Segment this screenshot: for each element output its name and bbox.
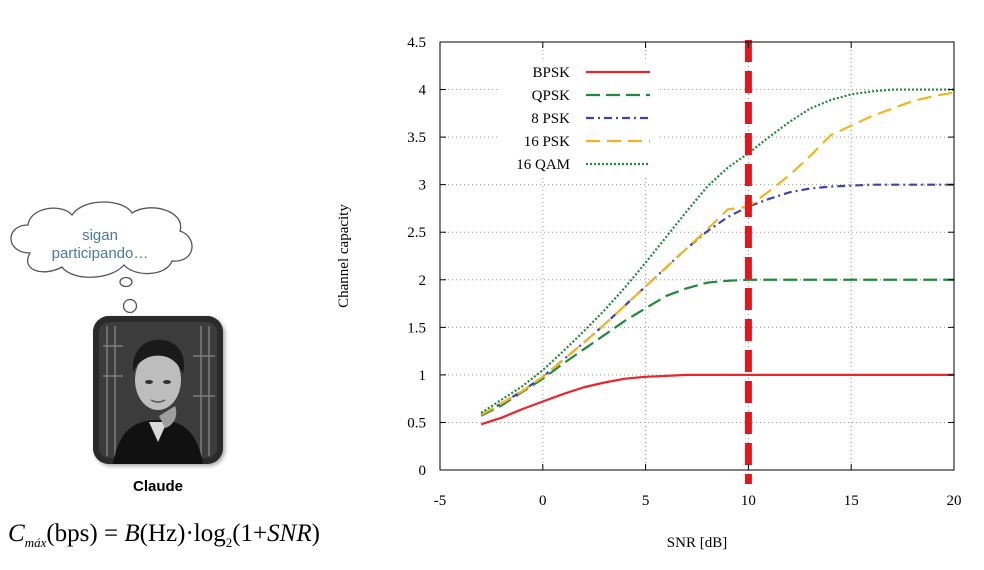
y-tick-label: 3 [419, 178, 427, 194]
y-tick-label: 0 [419, 463, 427, 479]
plot-frame [439, 41, 955, 471]
portrait-illustration [93, 316, 223, 464]
legend-label-16-qam: 16 QAM [516, 157, 570, 173]
series-line-16-psk [480, 91, 955, 416]
y-axis-label: Channel capacity [336, 204, 352, 308]
chart-series [480, 88, 955, 426]
formula-log-base: 2 [225, 535, 233, 550]
legend-label-16-psk: 16 PSK [524, 134, 570, 150]
y-tick-label: 2 [419, 273, 427, 289]
photo-caption: Claude [132, 478, 183, 495]
y-tick-label: 0.5 [407, 415, 426, 431]
formula-equals: = [97, 520, 125, 547]
formula-log: log [193, 520, 226, 547]
x-tick-label: -5 [434, 493, 447, 509]
formula-c: C [8, 520, 25, 547]
formula-b: B [124, 520, 140, 547]
x-tick-label: 10 [741, 493, 756, 509]
formula-rhs-argument: (1+ [232, 520, 268, 547]
x-axis-label: SNR [dB] [667, 535, 727, 551]
y-tick-label: 2.5 [407, 225, 426, 241]
x-tick-label: 0 [539, 493, 547, 509]
formula-close-paren: ) [311, 520, 320, 547]
chart-grid [440, 42, 954, 470]
y-tick-label: 1 [419, 368, 427, 384]
channel-capacity-chart: -5 0 5 10 15 20 0 0.5 1 1.5 2 2.5 3 3.5 4 4.5 BPSK QPSK 8… [336, 35, 962, 551]
series-line-bpsk [480, 373, 954, 426]
series-line-qpsk [480, 278, 954, 417]
thought-bubble: sigan participando… [0, 195, 200, 290]
y-tick-label: 4.5 [407, 35, 426, 51]
cloud-shape [10, 201, 193, 288]
portrait-photo [93, 316, 223, 464]
formula-dot: · [185, 520, 194, 547]
formula-snr: SNR [267, 520, 312, 547]
formula-lhs-argument: (bps) [46, 520, 98, 547]
legend-label-qpsk: QPSK [532, 88, 571, 104]
y-tick-label: 4 [419, 83, 427, 99]
formula-c-subscript: máx [24, 535, 47, 550]
legend-background [498, 61, 658, 178]
legend-label-bpsk: BPSK [532, 65, 570, 81]
x-tick-label: 15 [844, 493, 859, 509]
y-tick-label: 1.5 [407, 320, 426, 336]
formula-b-argument: (Hz) [139, 520, 186, 547]
y-tick-label: 3.5 [407, 130, 426, 146]
bubble-small-circle [122, 298, 138, 314]
legend-label-8-psk: 8 PSK [531, 111, 570, 127]
chart-legend: BPSK QPSK 8 PSK 16 PSK 16 QAM [516, 65, 650, 173]
chart-ticks: -5 0 5 10 15 20 0 0.5 1 1.5 2 2.5 3 3.5 4 4.5 [407, 35, 961, 509]
bubble-text-line1: sigan [82, 227, 118, 244]
capacity-formula: Cmáx(bps) = B(Hz)·log2(1+SNR) [8, 520, 320, 551]
bubble-text-line2: participando… [51, 245, 149, 262]
x-tick-label: 5 [642, 493, 650, 509]
x-tick-label: 20 [947, 493, 962, 509]
